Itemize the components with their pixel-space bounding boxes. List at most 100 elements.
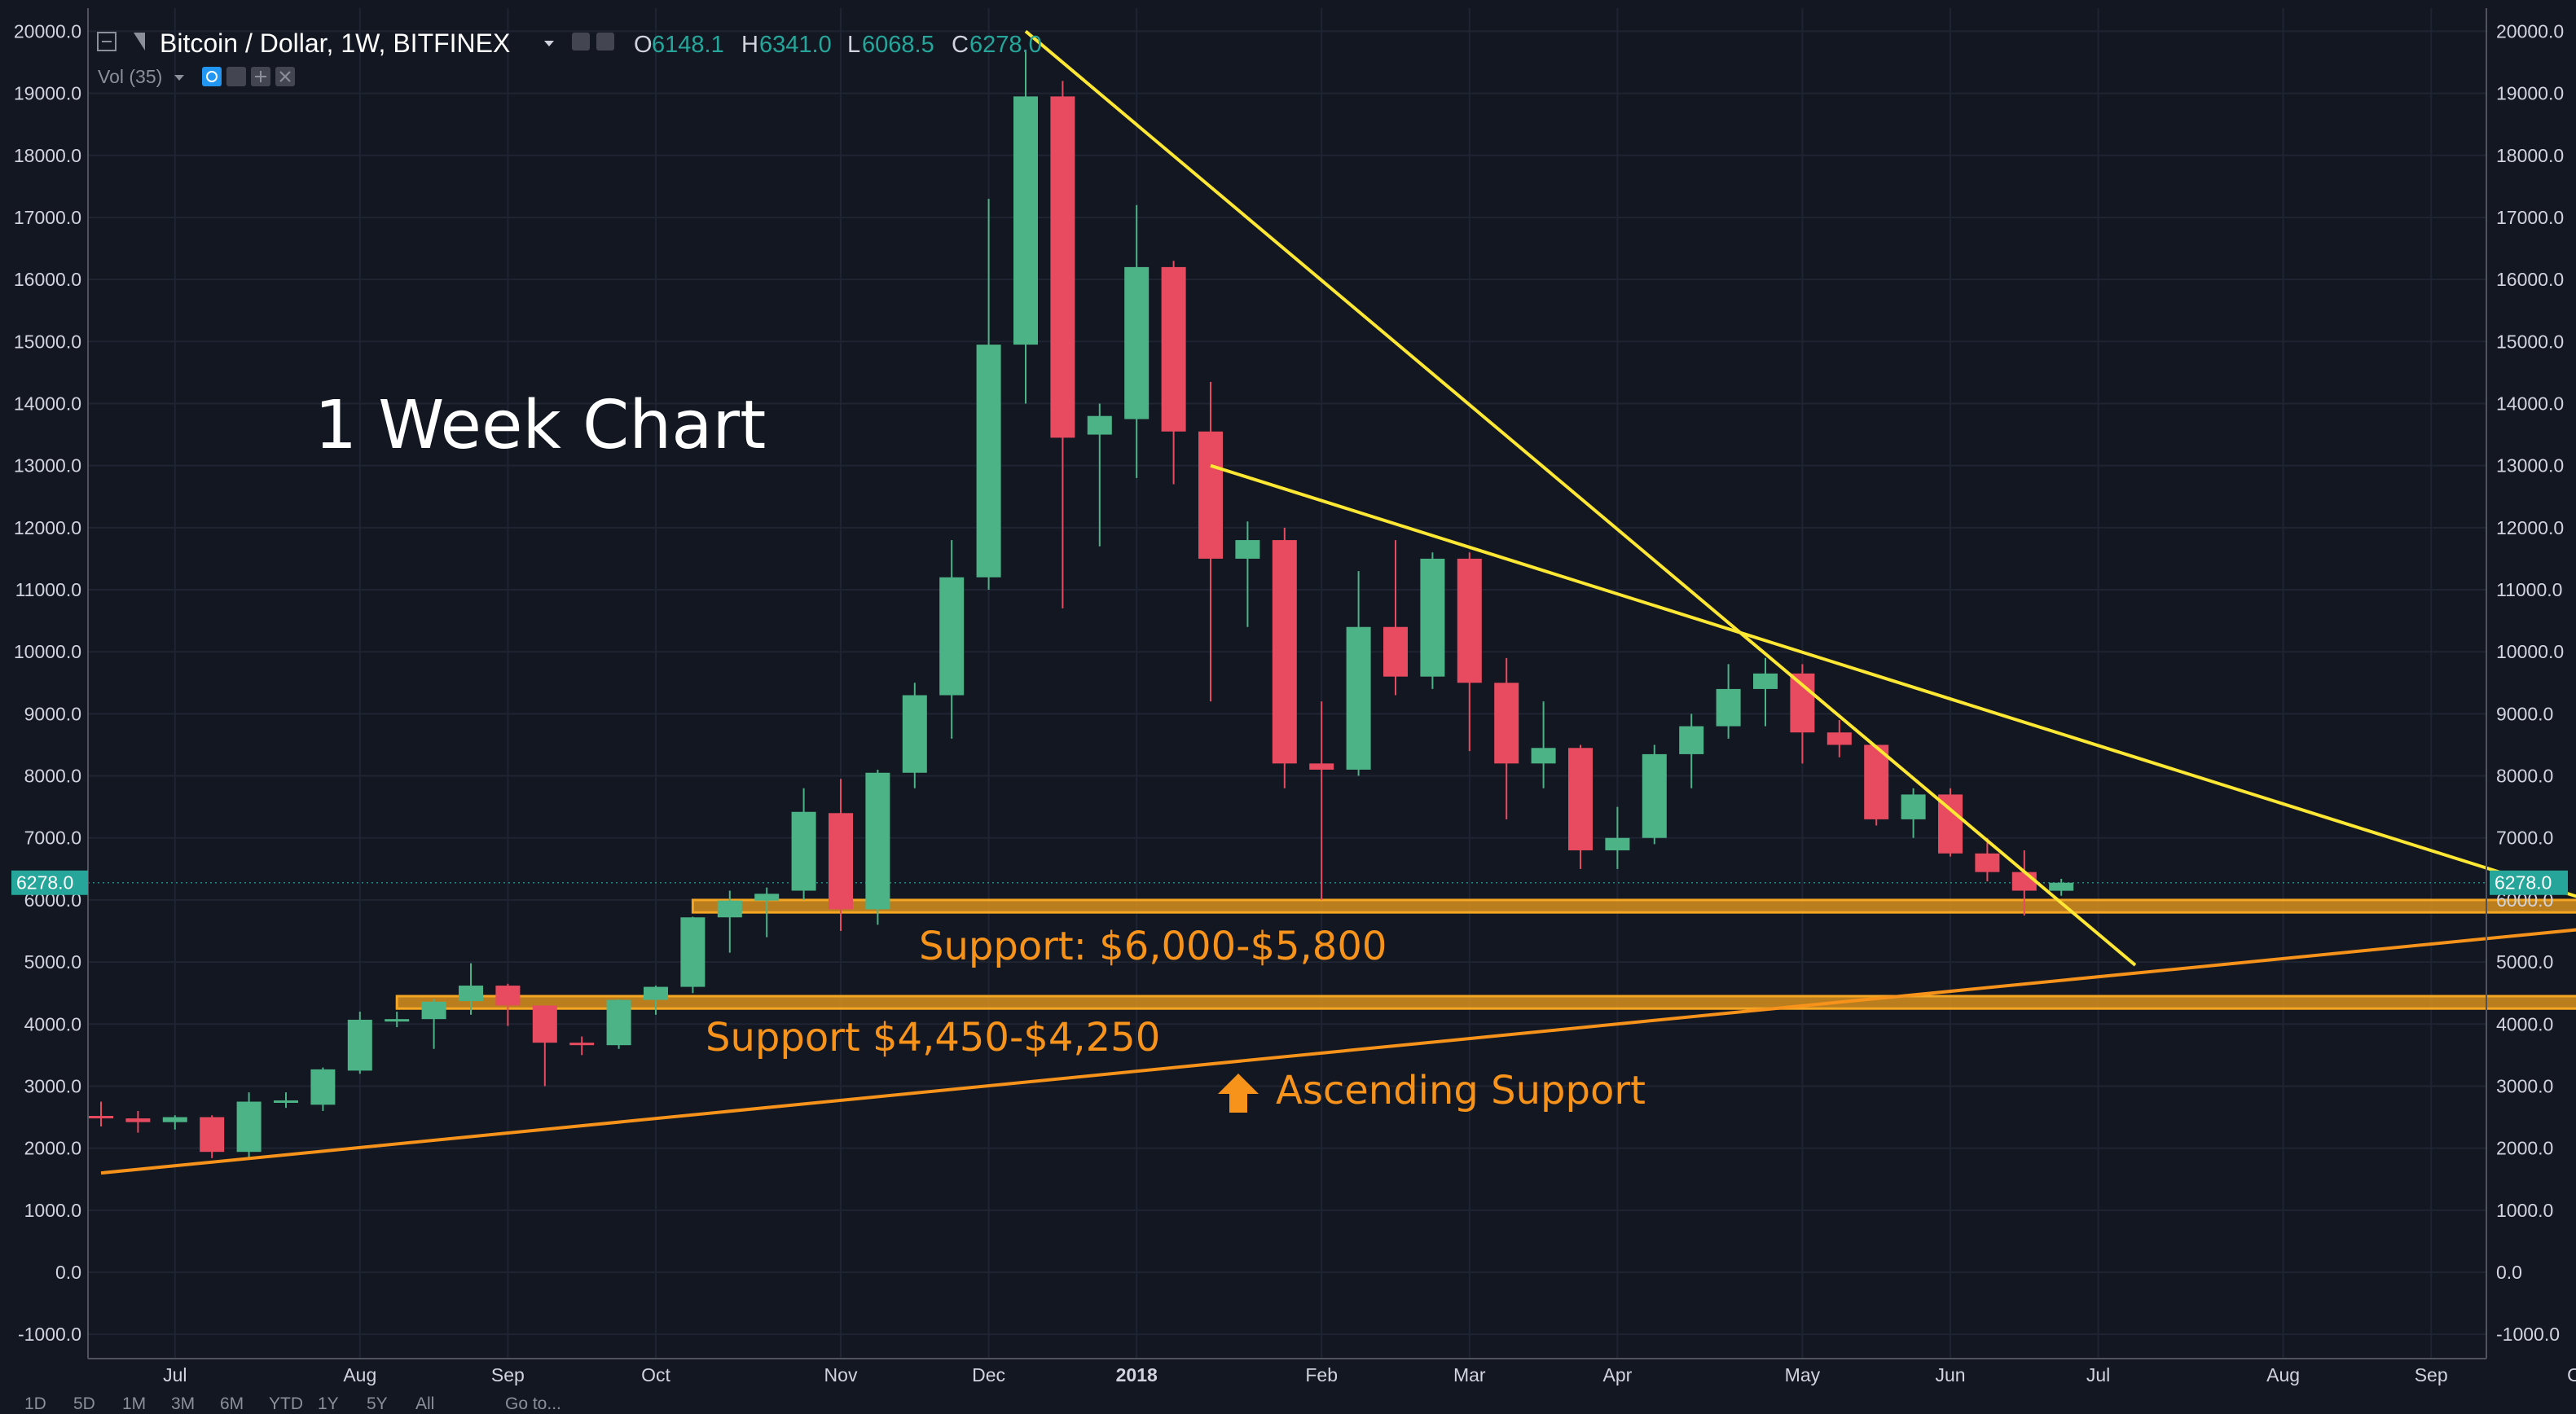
candle (865, 769, 890, 925)
symbol-dropdown-icon[interactable] (544, 41, 554, 46)
y-tick-label-right: 15000.0 (2496, 331, 2564, 352)
candle (902, 683, 927, 788)
candle (385, 1012, 410, 1028)
candle (421, 999, 446, 1049)
eye-icon[interactable] (572, 33, 590, 50)
symbol-title[interactable]: Bitcoin / Dollar, 1W, BITFINEX (160, 29, 510, 58)
candle (717, 890, 742, 953)
candle (1975, 837, 2000, 882)
volume-dropdown-icon[interactable] (174, 75, 184, 81)
volume-label[interactable]: Vol (35) (98, 66, 162, 87)
candle (1716, 664, 1741, 739)
candle (1309, 701, 1334, 900)
candle-body (125, 1118, 151, 1122)
y-tick-label-left: 11000.0 (15, 579, 81, 600)
chart-annotation-title: 1 Week Chart (314, 387, 766, 464)
trendline-2 (1210, 463, 2576, 898)
range-button-1[interactable]: 1D (24, 1394, 46, 1413)
ohlc-high-value: 6341.0 (759, 32, 832, 58)
y-tick-label-left: 5000.0 (24, 951, 81, 973)
collapse-icon[interactable] (97, 32, 116, 51)
candle-body (162, 1117, 187, 1122)
visibility-icon[interactable] (202, 67, 222, 86)
candle-body (1605, 837, 1630, 850)
y-tick-label-right: 18000.0 (2496, 145, 2564, 166)
candle (236, 1092, 262, 1158)
range-button-3[interactable]: 1M (122, 1394, 146, 1413)
candle-body (2011, 872, 2037, 891)
y-tick-label-left: 18000.0 (14, 145, 81, 166)
candle-body (1494, 683, 1519, 764)
candle-body (939, 577, 965, 696)
support-zone-2 (395, 995, 2576, 1010)
flag-icon[interactable] (134, 33, 145, 50)
candle (754, 887, 780, 938)
range-button-9[interactable]: All (415, 1394, 434, 1413)
candle-body (1864, 744, 1889, 819)
ohlc-open-key: O (634, 32, 653, 58)
candle (829, 779, 853, 932)
x-tick-label: Jul (163, 1364, 187, 1385)
candle (1605, 806, 1630, 869)
candle-body (865, 772, 890, 910)
candle (1383, 540, 1408, 696)
candle-body (2049, 882, 2074, 891)
candle-body (1050, 96, 1075, 438)
candle-body (1826, 732, 1852, 745)
candle-body (1198, 431, 1223, 559)
settings-icon[interactable] (596, 33, 614, 50)
x-tick-label: Jul (2086, 1364, 2110, 1385)
candle (495, 983, 521, 1026)
x-tick-label: Apr (1603, 1364, 1633, 1385)
range-button-7[interactable]: 1Y (318, 1394, 339, 1413)
candle (1013, 50, 1038, 404)
axes: -1000.0 -1000.0 0.0 0.0 1000.0 1000.0 2000.0 20… (14, 8, 2576, 1385)
candle (200, 1115, 225, 1158)
candle-body (606, 999, 631, 1046)
candle-body (902, 695, 927, 773)
candle (569, 1036, 595, 1056)
candle-body (1235, 540, 1260, 559)
y-tick-label-right: 9000.0 (2496, 703, 2553, 724)
ohlc-low-key: L (847, 32, 860, 58)
y-tick-label-right: 1000.0 (2496, 1200, 2553, 1221)
ascending-support-label: Ascending Support (1276, 1068, 1646, 1113)
y-tick-label-right: 16000.0 (2496, 269, 2564, 290)
last-price-right: 6278.0 (2495, 872, 2552, 894)
candle (1272, 527, 1297, 788)
y-tick-label-left: -1000.0 (18, 1324, 81, 1345)
gear-icon[interactable] (226, 67, 246, 86)
support-zone-1 (691, 898, 2576, 914)
range-button-6[interactable]: YTD (269, 1394, 303, 1413)
y-tick-label-left: 20000.0 (14, 20, 81, 42)
range-button-5[interactable]: 6M (220, 1394, 244, 1413)
arrow-up-icon (1218, 1074, 1259, 1113)
candle (1679, 714, 1704, 788)
y-tick-label-left: 4000.0 (24, 1013, 81, 1034)
x-tick-label: Oc (2567, 1364, 2576, 1385)
y-tick-label-right: 4000.0 (2496, 1013, 2553, 1034)
candle-body (274, 1100, 298, 1103)
candle-body (1457, 558, 1482, 683)
y-tick-label-right: 12000.0 (2496, 517, 2564, 538)
y-tick-label-left: 0.0 (55, 1262, 81, 1283)
y-tick-label-right: 3000.0 (2496, 1075, 2553, 1096)
candle-body (1161, 266, 1186, 432)
trendlines (100, 29, 2576, 1175)
range-button-8[interactable]: 5Y (367, 1394, 388, 1413)
x-tick-label: Jun (1935, 1364, 1965, 1385)
candle (1124, 204, 1150, 478)
x-tick-label: Nov (824, 1364, 858, 1385)
y-tick-label-right: 10000.0 (2496, 641, 2564, 662)
candle (125, 1110, 151, 1133)
y-tick-label-left: 17000.0 (14, 207, 81, 228)
range-button-10[interactable]: Go to... (505, 1394, 561, 1413)
x-tick-label: May (1785, 1364, 1821, 1385)
candle-body (200, 1117, 225, 1153)
trendline-3 (100, 928, 2576, 1175)
candles (89, 50, 2074, 1158)
range-button-4[interactable]: 3M (171, 1394, 195, 1413)
range-button-2[interactable]: 5D (73, 1394, 95, 1413)
